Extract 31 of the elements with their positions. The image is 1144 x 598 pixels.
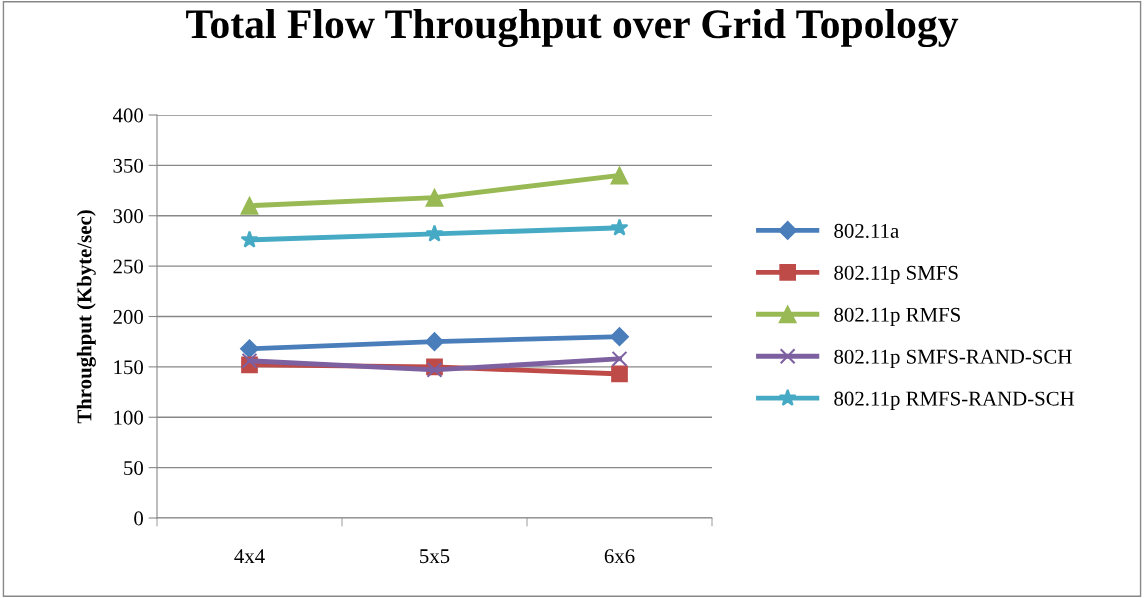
y-tick-label: 400 bbox=[112, 108, 144, 123]
point bbox=[425, 188, 444, 207]
x-tick-label: 5x5 bbox=[420, 549, 450, 564]
x-tick-label: 4x4 bbox=[234, 549, 265, 564]
point bbox=[240, 196, 259, 215]
point bbox=[424, 332, 445, 352]
chart-title: Total Flow Throughput over Grid Topology bbox=[186, 8, 959, 48]
point bbox=[610, 166, 629, 185]
y-tick-label: 150 bbox=[114, 360, 144, 375]
legend-label: 802.11p SMFS bbox=[834, 265, 958, 285]
point bbox=[425, 224, 444, 242]
point bbox=[240, 230, 259, 248]
point bbox=[611, 365, 628, 383]
y-tick-label: 250 bbox=[113, 259, 144, 274]
y-tick-label: 100 bbox=[114, 410, 144, 425]
legend-label: 802.11p SMFS-RAND-SCH bbox=[834, 349, 1072, 368]
legend-label: 802.11p RMFS bbox=[834, 307, 960, 327]
point bbox=[610, 218, 629, 236]
point bbox=[609, 327, 630, 347]
y-axis-title: Throughput (Kbyte/sec) bbox=[76, 210, 96, 424]
point bbox=[239, 339, 260, 359]
legend-label: 802.11a bbox=[834, 223, 899, 238]
y-tick-label: 50 bbox=[124, 461, 144, 476]
y-tick-label: 200 bbox=[113, 309, 144, 324]
legend-label: 802.11p RMFS-RAND-SCH bbox=[834, 391, 1075, 410]
point bbox=[241, 352, 258, 369]
x-tick-label: 6x6 bbox=[604, 549, 635, 564]
point bbox=[611, 350, 628, 367]
y-tick-label: 300 bbox=[113, 209, 144, 224]
y-tick-label: 0 bbox=[134, 511, 144, 526]
y-tick-label: 350 bbox=[113, 158, 144, 173]
